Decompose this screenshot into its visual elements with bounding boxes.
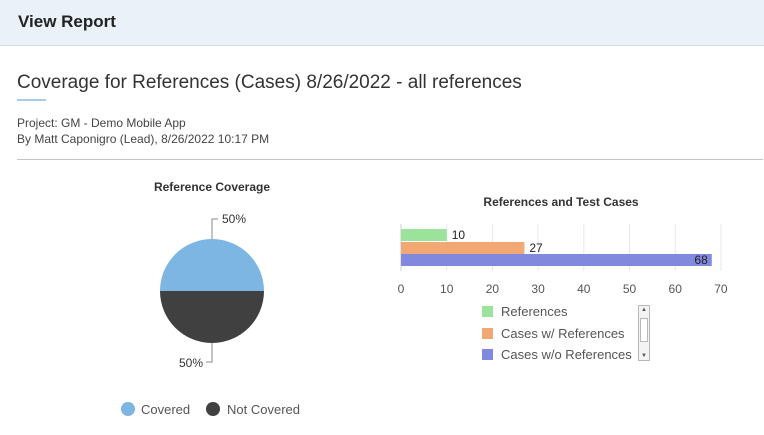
report-title: Coverage for References (Cases) 8/26/202… xyxy=(17,72,522,93)
bar-legend-label[interactable]: Cases w/o References xyxy=(501,347,632,362)
pie-slice-not-covered[interactable] xyxy=(160,291,264,343)
report-author: By Matt Caponigro (Lead), 8/26/2022 10:1… xyxy=(17,132,270,146)
bar-cases-w-o-references[interactable] xyxy=(401,254,712,266)
bar-x-tick-label: 50 xyxy=(623,282,637,296)
pie-legend-marker[interactable] xyxy=(206,402,220,416)
bar-x-tick-label: 10 xyxy=(440,282,454,296)
bar-legend-label[interactable]: References xyxy=(501,304,568,319)
bar-references[interactable] xyxy=(401,229,447,241)
bar-legend-label[interactable]: Cases w/ References xyxy=(501,326,625,341)
scroll-thumb[interactable] xyxy=(640,318,648,342)
bar-data-label: 68 xyxy=(694,253,708,267)
bar-data-label: 10 xyxy=(452,228,466,242)
bar-x-tick-label: 0 xyxy=(398,282,405,296)
bar-legend-marker[interactable] xyxy=(482,306,493,317)
section-divider xyxy=(17,159,763,160)
pie-legend-label[interactable]: Not Covered xyxy=(227,402,300,417)
legend-scrollbar[interactable]: ▲ ▼ xyxy=(638,305,650,361)
bar-chart-title: References and Test Cases xyxy=(483,195,639,209)
bar-x-tick-label: 60 xyxy=(669,282,683,296)
scroll-up-icon[interactable]: ▲ xyxy=(641,307,647,313)
pie-legend-marker[interactable] xyxy=(121,402,135,416)
bar-x-tick-label: 40 xyxy=(577,282,591,296)
title-underline xyxy=(17,99,46,101)
pie-chart-title: Reference Coverage xyxy=(153,180,271,194)
scroll-down-icon[interactable]: ▼ xyxy=(641,353,647,359)
pie-legend-label[interactable]: Covered xyxy=(141,402,190,417)
bar-x-tick-label: 20 xyxy=(486,282,500,296)
bar-data-label: 27 xyxy=(529,241,543,255)
pie-leader-line xyxy=(206,343,213,363)
pie-slice-covered[interactable] xyxy=(160,239,264,291)
bar-x-tick-label: 30 xyxy=(531,282,545,296)
pie-leader-line xyxy=(211,218,218,239)
page-header-title: View Report xyxy=(18,12,116,31)
bar-cases-w-references[interactable] xyxy=(401,242,525,254)
report-project: Project: GM - Demo Mobile App xyxy=(17,116,186,130)
bar-legend-marker[interactable] xyxy=(482,328,493,339)
header-bar: View Report xyxy=(0,0,764,46)
bar-x-tick-label: 70 xyxy=(714,282,728,296)
pie-data-label: 50% xyxy=(179,356,203,370)
pie-data-label: 50% xyxy=(222,212,246,226)
bar-legend-marker[interactable] xyxy=(482,349,493,360)
